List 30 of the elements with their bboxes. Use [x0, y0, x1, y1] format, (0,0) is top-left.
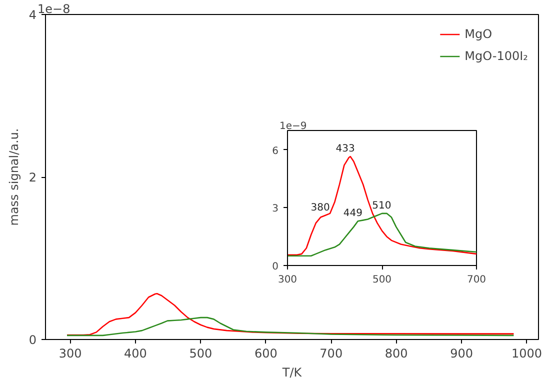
annotation: 433	[336, 144, 355, 155]
annotation: 510	[372, 200, 392, 212]
line-series	[66, 316, 514, 336]
x-tick-label: 300	[278, 274, 298, 286]
x-tick-label: 600	[254, 346, 278, 360]
legend-label: MgO	[464, 27, 492, 41]
x-tick-label: 500	[372, 274, 392, 286]
y-tick-label: 3	[272, 204, 279, 215]
line-series	[288, 156, 476, 256]
x-tick-label: 500	[189, 346, 212, 360]
line-series	[66, 292, 514, 336]
x-tick-label: 300	[58, 346, 82, 360]
x-tick-label: 700	[466, 274, 486, 286]
x-tick-label: 800	[384, 346, 408, 360]
annotation: 449	[343, 208, 362, 220]
annotation: 1e−9	[280, 121, 307, 132]
x-tick-label: 900	[450, 346, 474, 360]
annotation: 1e−8	[38, 2, 70, 16]
legend-label: MgO-100I₂	[464, 49, 528, 63]
y-tick-label: 0	[28, 333, 37, 347]
y-tick-label: 4	[28, 8, 37, 22]
x-tick-label: 700	[320, 346, 343, 360]
y-axis-title: mass signal/a.u.	[6, 128, 21, 226]
x-tick-label: 400	[124, 346, 147, 360]
annotation: 380	[310, 202, 330, 214]
y-tick-label: 6	[272, 146, 279, 157]
y-tick-label: 2	[28, 170, 37, 184]
y-tick-label: 0	[272, 262, 279, 272]
x-axis-title: T/K	[281, 366, 303, 380]
x-tick-label: 1000	[511, 346, 542, 360]
